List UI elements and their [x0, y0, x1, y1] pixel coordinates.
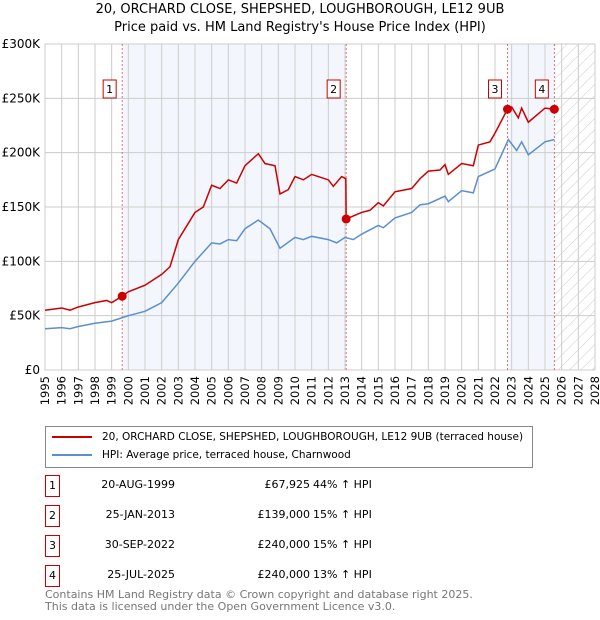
x-tick-label: 2004 [188, 376, 202, 405]
price: £67,925 [264, 478, 311, 491]
x-tick-label: 2002 [155, 376, 169, 405]
sale-point [341, 214, 351, 224]
x-tick-label: 2006 [221, 376, 235, 405]
x-tick-label: 1998 [88, 376, 102, 405]
sale-point [549, 104, 559, 114]
legend: 20, ORCHARD CLOSE, SHEPSHED, LOUGHBOROUG… [45, 426, 533, 468]
sale-badge-label: 2 [330, 83, 337, 96]
chart-title: 20, ORCHARD CLOSE, SHEPSHED, LOUGHBOROUG… [95, 2, 505, 17]
sale-point [117, 291, 127, 301]
x-tick-label: 2003 [171, 376, 185, 405]
marker-badge: 3 [45, 535, 60, 557]
y-tick-label: £100K [2, 254, 42, 268]
footer-line: Contains HM Land Registry data © Crown c… [45, 588, 473, 601]
marker-badge: 4 [45, 565, 60, 587]
date: 25-JUL-2025 [107, 568, 175, 581]
price-chart: 1995 1996 1997 1998 1999 2000 2001 2002 2003 2004… [2, 37, 600, 405]
x-tick-label: 2022 [488, 376, 502, 405]
hpi-diff: 15% ↑ HPI [313, 538, 372, 551]
x-tick-label: 2000 [121, 376, 135, 405]
y-tick-label: £300K [2, 37, 42, 51]
marker-badge: 2 [45, 505, 60, 527]
marker-badge: 1 [45, 475, 60, 497]
legend-item-property: 20, ORCHARD CLOSE, SHEPSHED, LOUGHBOROUG… [52, 431, 523, 443]
x-tick-label: 1997 [71, 376, 85, 405]
y-tick-label: £250K [2, 91, 42, 105]
date: 25-JAN-2013 [105, 508, 175, 521]
hpi-diff: 13% ↑ HPI [313, 568, 372, 581]
sale-badge [488, 79, 502, 99]
plot-frame [44, 43, 596, 371]
x-tick-label: 2023 [505, 376, 519, 405]
hpi-diff: 44% ↑ HPI [313, 478, 372, 491]
hpi-diff: 15% ↑ HPI [313, 508, 372, 521]
x-tick-label: 2016 [388, 376, 402, 405]
x-tick-label: 1999 [105, 376, 119, 405]
y-tick-label: £150K [2, 200, 42, 214]
x-tick-label: 2024 [521, 376, 535, 405]
sale-point [503, 104, 512, 114]
x-tick-label: 2015 [371, 376, 385, 405]
legend-item-hpi: HPI: Average price, terraced house, Char… [52, 449, 351, 461]
sale-badge-label: 4 [538, 83, 545, 96]
x-tick-label: 2025 [538, 376, 552, 405]
price: £240,000 [257, 568, 311, 581]
price: £240,000 [257, 538, 311, 551]
sale-badge [534, 79, 549, 99]
legend-label: 20, ORCHARD CLOSE, SHEPSHED, LOUGHBOROUG… [102, 431, 524, 443]
sale-badge-label: 3 [492, 83, 499, 96]
x-tick-label: 2028 [588, 376, 600, 405]
x-tick-label: 2008 [255, 376, 269, 405]
x-tick-label: 2013 [338, 376, 352, 405]
date: 20-AUG-1999 [101, 478, 175, 491]
sale-badge [102, 79, 117, 99]
y-tick-label: £200K [2, 146, 42, 160]
legend-swatch [52, 454, 92, 456]
series-line [44, 138, 555, 330]
x-tick-label: 2011 [305, 376, 319, 405]
sale-badge [326, 79, 341, 99]
x-tick-label: 2005 [205, 376, 219, 405]
x-tick-label: 2009 [271, 376, 285, 405]
legend-swatch [52, 436, 92, 438]
date: 30-SEP-2022 [104, 538, 175, 551]
y-tick-label: £50K [9, 309, 41, 323]
y-tick-label: £0 [25, 363, 40, 377]
x-tick-label: 1996 [55, 376, 69, 405]
price: £139,000 [257, 508, 311, 521]
x-tick-label: 2020 [455, 376, 469, 405]
x-tick-label: 2007 [238, 376, 252, 405]
footer-line: This data is licensed under the Open Gov… [45, 600, 396, 613]
series-line [44, 106, 555, 312]
sale-badge-label: 1 [106, 83, 113, 96]
x-tick-label: 2017 [405, 376, 419, 405]
x-tick-label: 2026 [555, 376, 569, 405]
x-tick-label: 2001 [138, 376, 152, 405]
x-tick-label: 2010 [288, 376, 302, 405]
x-tick-label: 2012 [321, 376, 335, 405]
footer: Contains HM Land Registry data © Crown c… [45, 589, 473, 613]
x-tick-label: 2019 [438, 376, 452, 405]
x-tick-label: 2021 [471, 376, 485, 405]
x-tick-label: 2027 [571, 376, 585, 405]
x-tick-label: 1995 [38, 376, 52, 405]
chart-subtitle: Price paid vs. HM Land Registry's House … [114, 20, 486, 35]
x-tick-label: 2014 [355, 376, 369, 405]
x-tick-label: 2018 [421, 376, 435, 405]
legend-label: HPI: Average price, terraced house, Char… [102, 449, 351, 461]
